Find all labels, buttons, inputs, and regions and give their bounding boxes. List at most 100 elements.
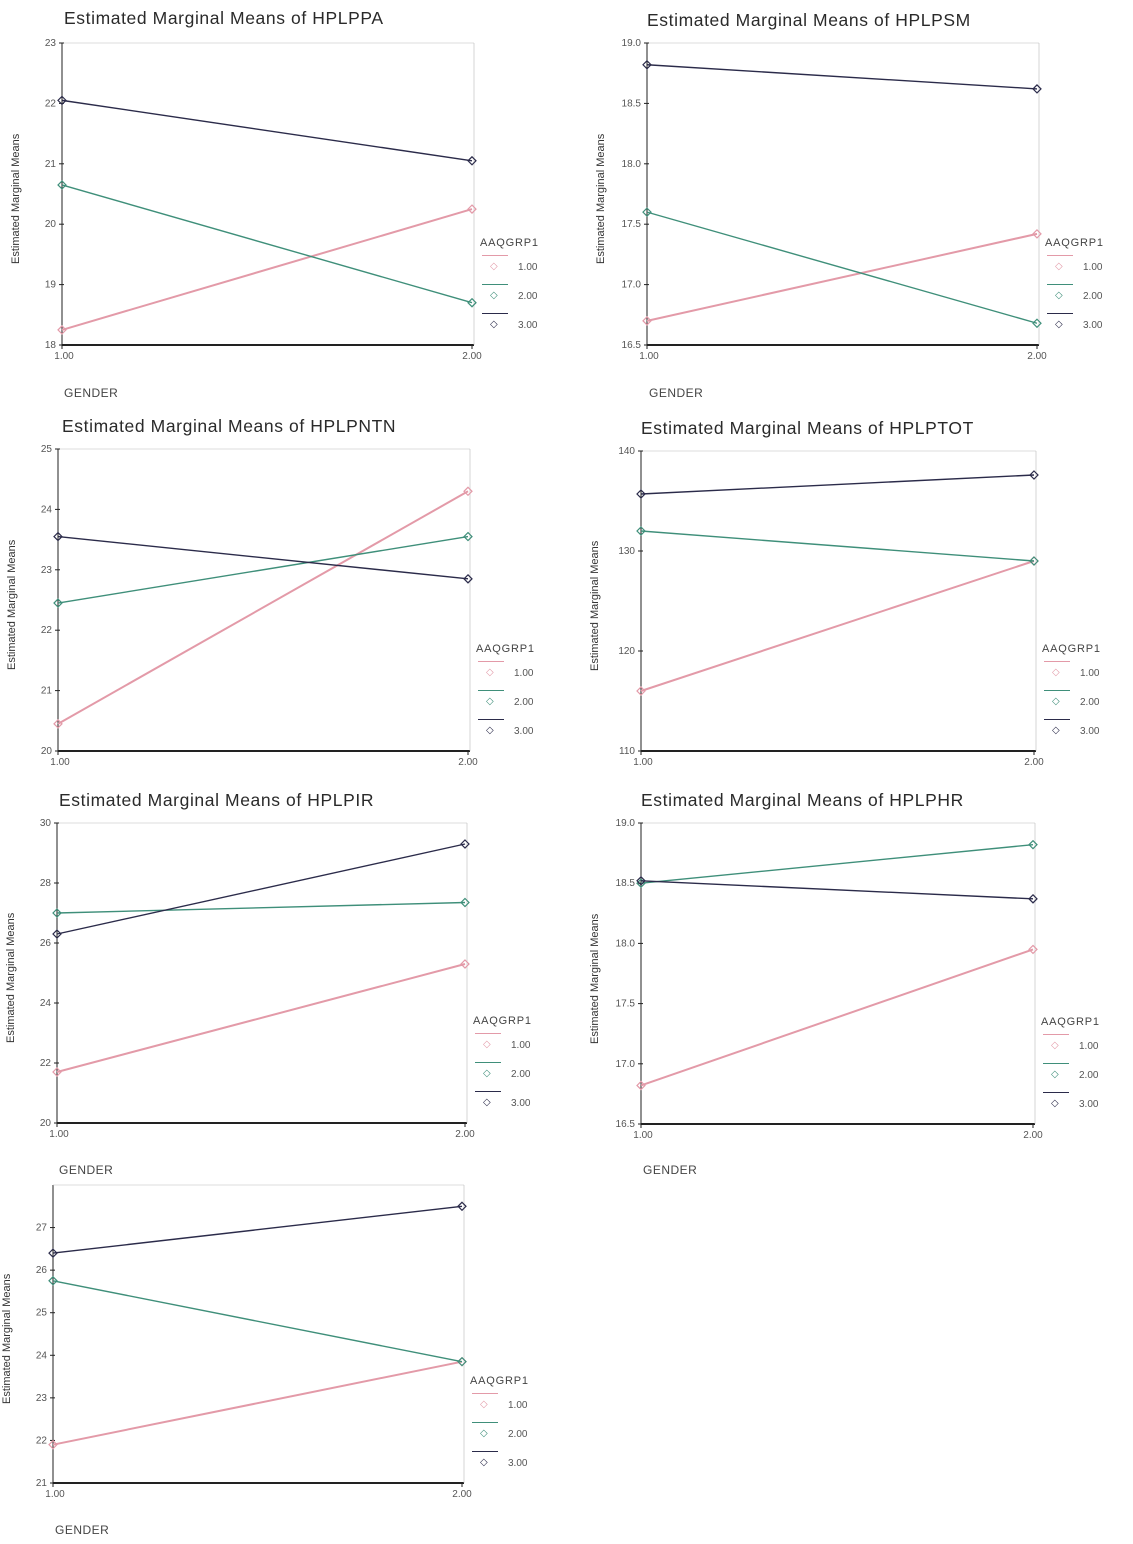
x-tick-label: 2.00 [462, 351, 482, 362]
legend-item-label: 1.00 [514, 668, 534, 679]
y-axis-label: Estimated Marginal Means [589, 913, 601, 1044]
y-axis-label: Estimated Marginal Means [595, 133, 607, 264]
y-tick-label: 24 [40, 998, 52, 1009]
series-line-1.00 [52, 1360, 463, 1446]
legend-marker-icon: ◇ [1052, 725, 1060, 736]
data-point-2.00-1 [57, 180, 67, 190]
y-tick-label: 18.5 [622, 98, 642, 109]
y-tick-label: 18.0 [616, 938, 636, 949]
legend-line [1043, 1063, 1069, 1064]
legend-marker-icon: ◇ [1055, 290, 1063, 301]
data-point-3.00-2 [1029, 470, 1039, 480]
data-point-3.00-1 [57, 95, 67, 106]
legend-line [478, 661, 504, 662]
chart-title: Estimated Marginal Means of HPLPHR [641, 790, 964, 810]
x-tick-label: 2.00 [1023, 1130, 1043, 1141]
data-point-3.00-1 [52, 929, 62, 939]
legend-marker-icon: ◇ [490, 261, 498, 272]
legend-line [482, 255, 508, 256]
data-point-2.00-2 [1028, 839, 1038, 850]
legend-title: AAQGRP1 [480, 237, 539, 249]
legend-marker-icon: ◇ [480, 1457, 488, 1468]
data-point-1.00-2 [1032, 229, 1042, 239]
y-tick-label: 17.5 [616, 999, 636, 1010]
legend-line [1044, 661, 1070, 662]
series-line-1.00 [646, 232, 1038, 322]
x-tick-label: 2.00 [452, 1489, 472, 1500]
x-axis-label: GENDER [64, 386, 119, 400]
x-tick-label: 2.00 [455, 1129, 475, 1140]
data-point-1.00-2 [467, 204, 477, 214]
legend-item-label: 3.00 [1080, 726, 1100, 737]
legend-title: AAQGRP1 [473, 1015, 532, 1027]
x-axis-label: GENDER [59, 1163, 114, 1177]
legend-marker-icon: ◇ [1051, 1040, 1059, 1051]
data-point-2.00-1 [53, 598, 63, 608]
data-point-2.00-1 [48, 1275, 58, 1286]
legend-line [1043, 1034, 1069, 1035]
data-point-2.00-2 [463, 531, 473, 542]
legend-item-label: 3.00 [514, 726, 534, 737]
legend-line [472, 1393, 498, 1394]
legend-item-label: 2.00 [1083, 291, 1103, 302]
y-tick-label: 23 [41, 565, 53, 576]
x-axis-label: GENDER [55, 1523, 110, 1537]
legend-line [475, 1062, 501, 1063]
legend-line [1044, 690, 1070, 691]
x-tick-label: 1.00 [54, 351, 74, 362]
series-line-2.00 [57, 535, 469, 604]
data-point-3.00-2 [460, 839, 470, 849]
legend-item-label: 2.00 [1079, 1070, 1099, 1081]
y-axis-label: Estimated Marginal Means [589, 540, 601, 671]
series-line-3.00 [61, 99, 473, 162]
legend-marker-icon: ◇ [490, 319, 498, 330]
y-axis-label: Estimated Marginal Means [6, 539, 18, 670]
data-point-3.00-2 [1032, 84, 1042, 94]
series-line-3.00 [56, 843, 466, 935]
legend-title: AAQGRP1 [1041, 1016, 1100, 1028]
series-line-2.00 [52, 1280, 463, 1363]
y-tick-label: 130 [618, 546, 635, 557]
y-tick-label: 22 [40, 1058, 52, 1069]
legend-item-label: 3.00 [518, 320, 538, 331]
legend-item-label: 2.00 [508, 1429, 528, 1440]
y-tick-label: 20 [41, 746, 53, 757]
series-line-2.00 [56, 901, 466, 914]
data-point-1.00-1 [53, 718, 63, 729]
legend-marker-icon: ◇ [1052, 696, 1060, 707]
y-tick-label: 21 [41, 686, 53, 697]
y-tick-label: 26 [36, 1265, 48, 1276]
y-tick-label: 21 [45, 159, 57, 170]
data-point-3.00-1 [48, 1248, 58, 1258]
series-line-3.00 [640, 880, 1034, 900]
y-tick-label: 24 [41, 504, 53, 515]
chart-title: Estimated Marginal Means of HPLPTOT [641, 418, 974, 438]
series-line-3.00 [52, 1205, 463, 1254]
x-axis-label: GENDER [649, 386, 704, 400]
series-line-2.00 [640, 530, 1035, 562]
data-point-3.00-1 [636, 489, 646, 499]
legend-item-label: 3.00 [511, 1098, 531, 1109]
legend-line [475, 1033, 501, 1034]
data-point-1.00-1 [636, 1080, 646, 1091]
x-tick-label: 1.00 [49, 1129, 69, 1140]
chart-title: Estimated Marginal Means of HPLPSM [647, 10, 971, 30]
data-point-2.00-2 [467, 297, 477, 308]
legend-line [1044, 719, 1070, 720]
legend-item-label: 2.00 [518, 291, 538, 302]
legend-marker-icon: ◇ [1051, 1069, 1059, 1080]
legend-marker-icon: ◇ [483, 1039, 491, 1050]
y-tick-label: 28 [40, 878, 52, 889]
legend-line [472, 1451, 498, 1452]
data-point-1.00-1 [57, 325, 67, 335]
data-point-3.00-2 [467, 155, 477, 166]
x-tick-label: 1.00 [633, 1130, 653, 1141]
y-tick-label: 30 [40, 818, 52, 829]
data-point-2.00-2 [457, 1356, 467, 1367]
legend-line [472, 1422, 498, 1423]
legend-line [1043, 1092, 1069, 1093]
legend-marker-icon: ◇ [486, 725, 494, 736]
